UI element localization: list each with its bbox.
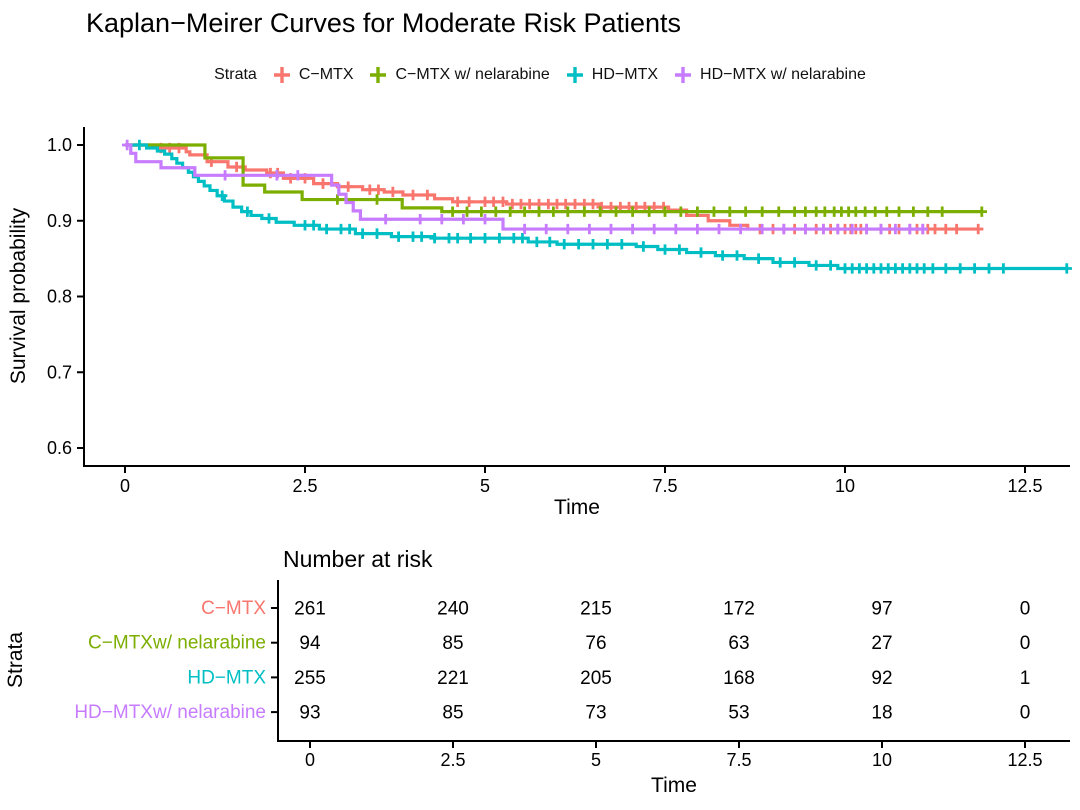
risk-x-tick-label: 7.5 xyxy=(726,750,751,770)
x-tick-label: 7.5 xyxy=(652,476,677,496)
risk-value: 63 xyxy=(728,633,749,654)
x-tick-label: 2.5 xyxy=(292,476,317,496)
legend: Strata C−MTX C−MTX w/ nelarabine HD−MTX HD−… xyxy=(0,60,1080,90)
risk-x-tick-label: 10 xyxy=(872,750,892,770)
risk-row-label: C−MTX xyxy=(201,598,266,619)
x-axis-title: Time xyxy=(554,496,600,519)
risk-value: 1 xyxy=(1020,668,1031,689)
y-tick-label: 0.8 xyxy=(47,287,72,307)
legend-item-0: C−MTX xyxy=(272,65,354,85)
risk-value: 85 xyxy=(442,633,463,654)
y-tick-label: 0.7 xyxy=(47,362,72,382)
risk-value: 221 xyxy=(437,668,469,689)
risk-value: 261 xyxy=(294,599,326,620)
chart-title: Kaplan−Meirer Curves for Moderate Risk P… xyxy=(86,8,682,38)
risk-value: 97 xyxy=(871,599,892,620)
y-axis-title: Survival probability xyxy=(7,207,30,384)
censor-marks-2 xyxy=(134,139,1072,274)
risk-value: 18 xyxy=(871,703,892,724)
risk-value: 94 xyxy=(299,633,321,654)
censor-marks-1 xyxy=(332,194,987,217)
risk-value: 240 xyxy=(437,599,469,620)
risk-row-label: HD−MTXw/ nelarabine xyxy=(74,702,266,723)
legend-item-3: HD−MTX w/ nelarabine xyxy=(673,65,866,85)
y-tick-label: 0.6 xyxy=(47,438,72,458)
risk-value: 53 xyxy=(728,703,749,724)
censor-marks-3 xyxy=(121,139,928,235)
risk-value: 92 xyxy=(871,668,892,689)
risk-value: 168 xyxy=(723,668,755,689)
legend-item-2: HD−MTX xyxy=(565,65,658,85)
risk-value: 93 xyxy=(299,703,320,724)
risk-x-tick-label: 2.5 xyxy=(440,750,465,770)
km-curve-3 xyxy=(125,143,923,231)
risk-value: 0 xyxy=(1020,703,1031,724)
legend-item-label: HD−MTX xyxy=(591,66,659,83)
legend-plus-icon xyxy=(370,67,387,83)
legend-plus-icon xyxy=(566,67,583,83)
risk-x-tick-label: 5 xyxy=(591,750,601,770)
legend-plus-icon xyxy=(675,67,692,83)
legend-item-label: C−MTX xyxy=(298,66,354,83)
km-curve-2 xyxy=(125,143,1069,271)
risk-table-title: Number at risk xyxy=(283,546,433,572)
risk-value: 85 xyxy=(442,703,463,724)
risk-value: 215 xyxy=(580,599,612,620)
risk-value: 76 xyxy=(585,633,606,654)
y-tick-label: 0.9 xyxy=(47,211,72,231)
risk-x-tick-label: 0 xyxy=(305,750,315,770)
risk-y-axis-title: Strata xyxy=(4,632,27,688)
x-tick-label: 12.5 xyxy=(1007,476,1042,496)
y-tick-label: 1.0 xyxy=(47,135,72,155)
censor-marks-0 xyxy=(155,142,984,235)
legend-title: Strata xyxy=(214,66,257,83)
risk-value: 0 xyxy=(1020,633,1031,654)
legend-item-label: C−MTX w/ nelarabine xyxy=(395,66,550,83)
risk-x-axis-title: Time xyxy=(651,774,697,797)
legend-plus-icon xyxy=(273,67,290,83)
x-tick-label: 0 xyxy=(120,476,130,496)
km-curve-1 xyxy=(125,143,982,214)
legend-item-1: C−MTX w/ nelarabine xyxy=(368,65,550,85)
risk-x-tick-label: 12.5 xyxy=(1007,750,1042,770)
risk-row-label: HD−MTX xyxy=(187,667,266,688)
risk-value: 205 xyxy=(580,668,612,689)
risk-value: 73 xyxy=(585,703,606,724)
risk-value: 27 xyxy=(871,633,892,654)
risk-value: 172 xyxy=(723,599,755,620)
risk-row-label: C−MTXw/ nelarabine xyxy=(88,633,266,654)
x-tick-label: 10 xyxy=(835,476,855,496)
risk-value: 255 xyxy=(294,668,326,689)
legend-item-label: HD−MTX w/ nelarabine xyxy=(700,66,866,83)
risk-value: 0 xyxy=(1020,599,1031,620)
x-tick-label: 5 xyxy=(480,476,490,496)
